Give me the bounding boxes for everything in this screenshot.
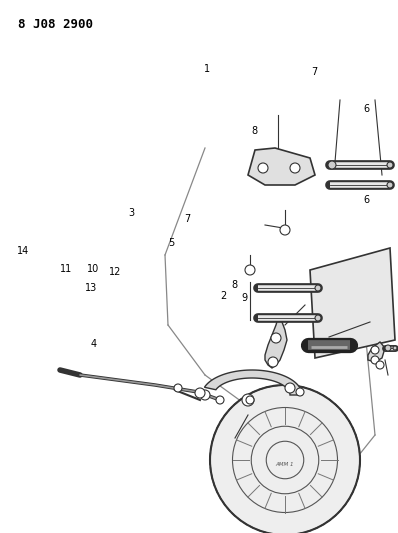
- Circle shape: [271, 333, 281, 343]
- Circle shape: [393, 346, 397, 350]
- Text: 7: 7: [184, 214, 190, 223]
- Polygon shape: [368, 342, 385, 362]
- Text: 8 J08 2900: 8 J08 2900: [18, 18, 93, 31]
- Circle shape: [371, 356, 379, 364]
- Text: 13: 13: [86, 283, 98, 293]
- Text: 5: 5: [168, 238, 174, 247]
- Text: 2: 2: [220, 291, 226, 301]
- Text: 1: 1: [204, 64, 210, 74]
- Circle shape: [174, 384, 182, 392]
- Circle shape: [315, 315, 321, 321]
- Polygon shape: [265, 318, 287, 368]
- Text: 8: 8: [232, 280, 238, 290]
- Circle shape: [245, 265, 255, 275]
- Text: 11: 11: [60, 264, 72, 274]
- Circle shape: [210, 385, 360, 533]
- Circle shape: [290, 163, 300, 173]
- Circle shape: [268, 357, 278, 367]
- Text: 9: 9: [242, 294, 248, 303]
- Polygon shape: [310, 248, 395, 358]
- Circle shape: [387, 182, 393, 188]
- Circle shape: [280, 225, 290, 235]
- Text: 8: 8: [252, 126, 258, 135]
- Circle shape: [242, 394, 254, 406]
- Text: 4: 4: [90, 339, 97, 349]
- Text: 7: 7: [311, 67, 318, 77]
- Circle shape: [258, 163, 268, 173]
- Circle shape: [216, 396, 224, 404]
- Circle shape: [246, 396, 254, 404]
- Circle shape: [285, 383, 295, 393]
- Text: 6: 6: [363, 104, 369, 114]
- Text: AMM 1: AMM 1: [276, 463, 294, 467]
- Circle shape: [385, 345, 391, 351]
- Polygon shape: [248, 148, 315, 185]
- Text: 6: 6: [363, 195, 369, 205]
- Circle shape: [195, 388, 205, 398]
- Text: 10: 10: [88, 264, 100, 274]
- Circle shape: [200, 390, 210, 400]
- Text: 12: 12: [109, 267, 122, 277]
- Circle shape: [376, 361, 384, 369]
- Circle shape: [328, 161, 336, 169]
- Text: 14: 14: [17, 246, 29, 255]
- Circle shape: [371, 346, 379, 354]
- Circle shape: [296, 388, 304, 396]
- Circle shape: [387, 162, 393, 168]
- Text: 3: 3: [128, 208, 135, 218]
- Polygon shape: [205, 370, 302, 395]
- Circle shape: [315, 285, 321, 291]
